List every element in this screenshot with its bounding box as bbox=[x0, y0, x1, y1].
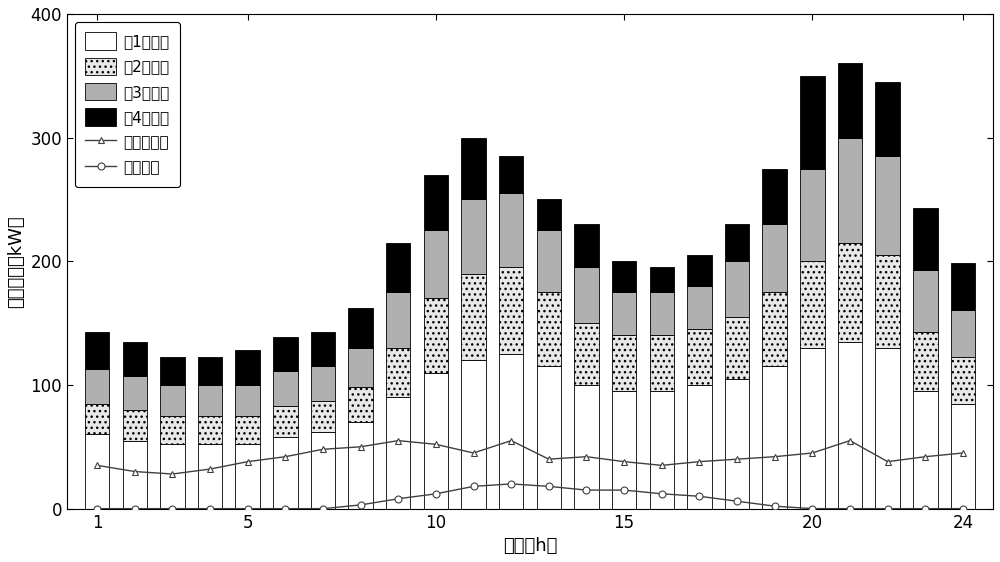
Bar bbox=[725, 379, 749, 509]
Bar bbox=[235, 350, 260, 385]
Bar bbox=[499, 193, 523, 268]
Bar bbox=[461, 138, 486, 200]
Bar bbox=[499, 354, 523, 509]
Bar bbox=[123, 410, 147, 441]
Bar bbox=[85, 332, 109, 369]
Bar bbox=[762, 224, 787, 292]
Bar bbox=[913, 208, 938, 270]
Bar bbox=[951, 262, 975, 310]
Bar bbox=[160, 445, 185, 509]
Bar bbox=[913, 391, 938, 509]
Bar bbox=[123, 377, 147, 410]
Bar bbox=[85, 434, 109, 509]
Bar bbox=[499, 268, 523, 354]
Bar bbox=[875, 82, 900, 156]
Bar bbox=[913, 270, 938, 332]
Bar bbox=[499, 156, 523, 193]
Bar bbox=[198, 385, 222, 416]
Bar bbox=[612, 336, 636, 391]
Bar bbox=[838, 243, 862, 342]
Bar bbox=[612, 391, 636, 509]
Bar bbox=[913, 332, 938, 391]
Bar bbox=[574, 385, 599, 509]
Bar bbox=[123, 342, 147, 377]
X-axis label: 时间（h）: 时间（h） bbox=[503, 537, 557, 555]
Bar bbox=[951, 310, 975, 356]
Bar bbox=[875, 348, 900, 509]
Bar bbox=[424, 373, 448, 509]
Bar bbox=[424, 230, 448, 298]
Bar bbox=[85, 369, 109, 404]
Bar bbox=[612, 292, 636, 336]
Bar bbox=[537, 200, 561, 230]
Bar bbox=[85, 404, 109, 434]
Bar bbox=[725, 261, 749, 317]
Bar bbox=[348, 422, 373, 509]
Bar bbox=[762, 366, 787, 509]
Bar bbox=[687, 329, 712, 385]
Bar bbox=[762, 169, 787, 224]
Bar bbox=[273, 371, 298, 406]
Bar bbox=[650, 336, 674, 391]
Bar bbox=[198, 416, 222, 445]
Bar bbox=[198, 356, 222, 385]
Bar bbox=[650, 268, 674, 292]
Bar bbox=[537, 230, 561, 292]
Bar bbox=[800, 169, 825, 261]
Bar bbox=[650, 292, 674, 336]
Bar bbox=[461, 360, 486, 509]
Bar bbox=[235, 416, 260, 445]
Bar bbox=[311, 401, 335, 432]
Bar bbox=[800, 261, 825, 348]
Bar bbox=[574, 323, 599, 385]
Bar bbox=[725, 317, 749, 379]
Bar bbox=[386, 397, 410, 509]
Bar bbox=[951, 356, 975, 404]
Bar bbox=[650, 391, 674, 509]
Bar bbox=[537, 292, 561, 366]
Bar bbox=[461, 274, 486, 360]
Bar bbox=[800, 348, 825, 509]
Bar bbox=[386, 348, 410, 397]
Bar bbox=[800, 76, 825, 169]
Bar bbox=[273, 437, 298, 509]
Bar bbox=[386, 243, 410, 292]
Bar bbox=[348, 348, 373, 387]
Bar bbox=[273, 337, 298, 371]
Bar bbox=[273, 406, 298, 437]
Bar bbox=[875, 255, 900, 348]
Bar bbox=[198, 445, 222, 509]
Bar bbox=[311, 432, 335, 509]
Bar bbox=[762, 292, 787, 366]
Bar bbox=[838, 138, 862, 243]
Bar bbox=[687, 385, 712, 509]
Bar bbox=[574, 224, 599, 268]
Bar bbox=[725, 224, 749, 261]
Bar bbox=[123, 441, 147, 509]
Bar bbox=[311, 366, 335, 401]
Bar bbox=[160, 416, 185, 445]
Bar bbox=[687, 255, 712, 286]
Bar bbox=[235, 445, 260, 509]
Bar bbox=[386, 292, 410, 348]
Bar bbox=[160, 385, 185, 416]
Bar bbox=[160, 356, 185, 385]
Bar bbox=[838, 342, 862, 509]
Bar bbox=[424, 175, 448, 230]
Bar bbox=[235, 385, 260, 416]
Bar bbox=[348, 387, 373, 422]
Bar bbox=[574, 268, 599, 323]
Bar bbox=[537, 366, 561, 509]
Legend: 第1类负荷, 第2类负荷, 第3类负荷, 第4类负荷, 风力发电机, 光伏电池: 第1类负荷, 第2类负荷, 第3类负荷, 第4类负荷, 风力发电机, 光伏电池 bbox=[75, 21, 180, 187]
Bar bbox=[951, 404, 975, 509]
Bar bbox=[875, 156, 900, 255]
Bar bbox=[348, 309, 373, 348]
Bar bbox=[424, 298, 448, 373]
Bar bbox=[461, 200, 486, 274]
Bar bbox=[687, 286, 712, 329]
Y-axis label: 预测功率（kW）: 预测功率（kW） bbox=[7, 215, 25, 307]
Bar bbox=[311, 332, 335, 366]
Bar bbox=[838, 64, 862, 138]
Bar bbox=[612, 261, 636, 292]
